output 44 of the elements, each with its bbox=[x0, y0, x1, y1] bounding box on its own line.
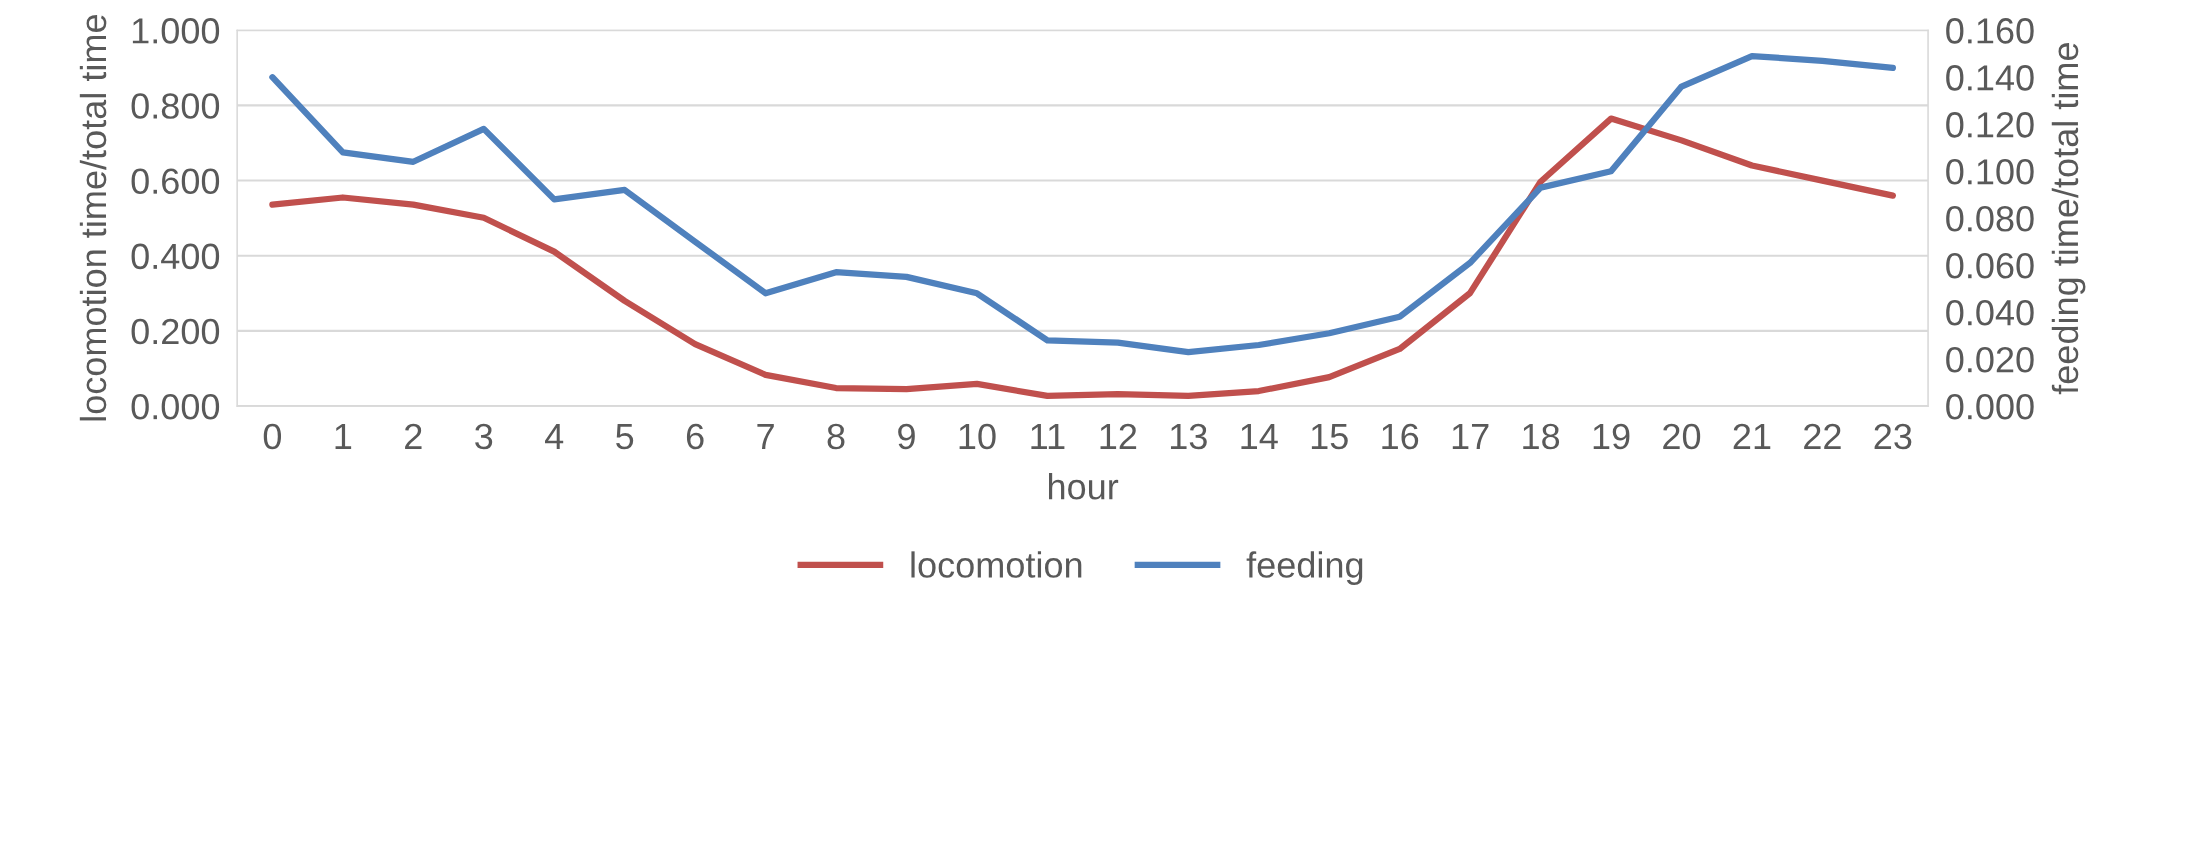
x-tick-label: 21 bbox=[1733, 423, 1771, 449]
y2-tick-label: 0.160 bbox=[1946, 18, 2034, 44]
x-tick-label: 10 bbox=[959, 423, 996, 450]
x-tick-label: 2 bbox=[405, 423, 422, 449]
y-tick-label: 0.600 bbox=[131, 168, 220, 195]
x-tick-label: 6 bbox=[686, 423, 704, 450]
x-tick-label: 18 bbox=[1523, 423, 1560, 450]
y2-tick-label: 0.040 bbox=[1946, 299, 2034, 326]
x-tick-label: 3 bbox=[475, 423, 493, 450]
x-tick-label: 9 bbox=[898, 423, 915, 450]
y-tick-label: 0.200 bbox=[131, 318, 220, 345]
x-tick-label: 17 bbox=[1452, 424, 1489, 449]
y2-tick-label: 0.120 bbox=[1946, 112, 2034, 138]
legend-label: feeding bbox=[1246, 551, 1363, 585]
x-tick-label: 15 bbox=[1311, 424, 1348, 450]
y-tick-label: 1.000 bbox=[132, 18, 220, 44]
x-tick-label: 7 bbox=[757, 424, 774, 449]
y2-tick-label: 0.020 bbox=[1946, 346, 2034, 373]
x-tick-label: 8 bbox=[827, 423, 845, 450]
x-tick-label: 1 bbox=[335, 424, 352, 449]
y-tick-label: 0.800 bbox=[131, 93, 220, 119]
x-tick-label: 14 bbox=[1241, 424, 1278, 449]
y2-tick-label: 0.000 bbox=[1946, 393, 2034, 420]
y-tick-label: 0.400 bbox=[131, 243, 220, 270]
x-tick-label: 20 bbox=[1663, 423, 1701, 450]
y2-tick-label: 0.080 bbox=[1946, 206, 2034, 232]
y2-tick-label: 0.060 bbox=[1946, 253, 2034, 279]
x-tick-label: 0 bbox=[263, 423, 282, 450]
x-tick-label: 5 bbox=[616, 424, 634, 450]
x-tick-label: 13 bbox=[1170, 423, 1207, 450]
x-tick-label: 22 bbox=[1804, 423, 1841, 449]
x-tick-label: 23 bbox=[1874, 423, 1912, 450]
x-tick-label: 4 bbox=[545, 424, 564, 449]
y2-tick-label: 0.100 bbox=[1946, 159, 2034, 185]
x-tick-label: 16 bbox=[1382, 423, 1419, 450]
x-tick-label: 12 bbox=[1100, 423, 1137, 449]
y2-axis-title: feeding time/total time bbox=[2051, 43, 2086, 395]
x-axis-title: hour bbox=[1049, 473, 1119, 500]
x-tick-label: 19 bbox=[1593, 423, 1630, 450]
x-tick-label: 11 bbox=[1031, 424, 1065, 449]
y2-tick-label: 0.140 bbox=[1946, 65, 2034, 91]
legend-label: locomotion bbox=[911, 551, 1082, 578]
y-tick-label: 0.000 bbox=[131, 393, 220, 420]
y-axis-title: locomotion time/total time bbox=[79, 15, 107, 421]
